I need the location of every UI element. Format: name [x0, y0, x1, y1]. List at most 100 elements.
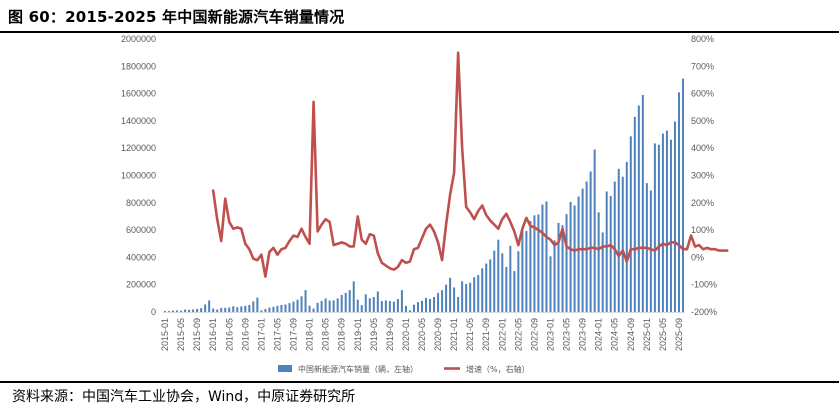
sales-bar: [324, 298, 327, 312]
sales-bar: [621, 176, 624, 312]
sales-bar: [653, 143, 656, 312]
sales-bar: [521, 230, 524, 312]
sales-bar: [400, 290, 403, 312]
sales-bar: [168, 311, 171, 312]
chart: 0 200000 400000 600000 800000 1000000 1200000 1…: [121, 34, 729, 374]
sales-bar: [316, 302, 319, 312]
right-axis-tick-label: 800%: [691, 34, 714, 44]
x-axis-tick-label: 2020-09: [433, 318, 443, 351]
sales-bar: [220, 307, 223, 312]
left-axis-tick-label: 1600000: [121, 89, 156, 99]
sales-bar: [300, 296, 303, 312]
source-divider: [0, 381, 839, 383]
x-axis-tick-label: 2016-09: [240, 318, 250, 351]
right-axis-tick-label: 200%: [691, 198, 714, 208]
sales-bar: [308, 305, 311, 312]
right-axis-tick-label: -100%: [691, 280, 717, 290]
sales-bar: [384, 300, 387, 312]
legend-label-sales: 中国新能源汽车销量（辆，左轴）: [298, 364, 418, 374]
x-axis-tick-label: 2021-01: [449, 318, 459, 351]
x-axis-tick-label: 2018-01: [305, 318, 315, 351]
sales-bar: [352, 281, 355, 312]
left-axis-tick-label: 600000: [126, 225, 156, 235]
x-axis-tick-label: 2016-05: [224, 318, 234, 351]
x-axis-tick-label: 2022-05: [513, 318, 523, 351]
sales-bar: [549, 256, 552, 312]
x-axis-tick-label: 2025-09: [674, 318, 684, 351]
right-axis-tick-label: 400%: [691, 143, 714, 153]
sales-bar: [609, 195, 612, 312]
sales-bar: [605, 191, 608, 312]
sales-bar: [188, 309, 191, 312]
sales-bar: [380, 301, 383, 312]
sales-bar: [557, 222, 560, 312]
sales-bar: [172, 310, 175, 312]
sales-bar: [404, 305, 407, 312]
sales-bar: [268, 307, 271, 312]
sales-bar: [372, 296, 375, 312]
sales-bar: [296, 299, 299, 312]
sales-bar: [525, 231, 528, 312]
x-axis-tick-label: 2020-05: [417, 318, 427, 351]
x-axis-tick-label: 2020-01: [401, 318, 411, 351]
sales-bar: [529, 221, 532, 312]
sales-bar: [661, 133, 664, 312]
figure-title: 图 60：2015-2025 年中国新能源汽车销量情况: [8, 8, 345, 26]
sales-bar: [473, 277, 476, 312]
sales-bar: [641, 94, 644, 313]
sales-bar: [533, 215, 536, 312]
sales-bar: [204, 304, 207, 312]
sales-bar: [489, 259, 492, 312]
sales-bar: [212, 308, 215, 312]
sales-bar: [224, 307, 227, 312]
sales-bar: [509, 245, 512, 312]
sales-bar: [561, 225, 564, 312]
sales-bar: [545, 201, 548, 312]
left-axis-tick-label: 1400000: [121, 116, 156, 126]
x-axis-tick-label: 2017-09: [289, 318, 299, 351]
right-axis-tick-label: -200%: [691, 307, 717, 317]
x-axis-tick-label: 2023-05: [562, 318, 572, 351]
x-axis-tick-label: 2021-05: [465, 318, 475, 351]
sales-bar: [453, 287, 456, 312]
sales-bar: [481, 268, 484, 312]
sales-bar: [657, 144, 660, 312]
right-axis-tick-label: 700%: [691, 61, 714, 71]
x-axis-tick-label: 2024-05: [610, 318, 620, 351]
sales-bar: [196, 308, 199, 312]
sales-bar: [437, 292, 440, 312]
x-axis-tick-label: 2021-09: [481, 318, 491, 351]
sales-bar: [565, 214, 568, 312]
sales-bar: [176, 310, 179, 312]
sales-bar: [669, 139, 672, 312]
x-axis-tick-label: 2015-05: [176, 318, 186, 351]
right-axis-tick-label: 300%: [691, 171, 714, 181]
x-axis-tick-label: 2019-01: [353, 318, 363, 351]
sales-bar: [425, 297, 428, 312]
left-axis-tick-label: 800000: [126, 198, 156, 208]
sales-bar: [577, 196, 580, 312]
sales-bar: [569, 201, 572, 312]
sales-bar: [264, 309, 267, 312]
sales-bar: [617, 168, 620, 312]
sales-bar: [429, 299, 432, 312]
sales-bar: [388, 301, 391, 312]
left-axis-tick-label: 2000000: [121, 34, 156, 44]
left-axis-tick-label: 0: [151, 307, 156, 317]
sales-bar: [164, 311, 167, 312]
sales-bar: [336, 298, 339, 312]
sales-bar: [364, 294, 367, 312]
sales-bar: [465, 284, 468, 312]
sales-bar: [433, 296, 436, 312]
sales-bar: [553, 240, 556, 312]
sales-bar: [240, 306, 243, 312]
x-axis-tick-label: 2018-05: [321, 318, 331, 351]
sales-bar: [461, 281, 464, 312]
x-axis-tick-label: 2019-09: [385, 318, 395, 351]
sales-bar: [272, 306, 275, 312]
left-axis-tick-label: 1800000: [121, 61, 156, 71]
sales-bar: [517, 251, 520, 312]
sales-bar: [541, 204, 544, 312]
sales-bar: [348, 290, 351, 312]
sales-bar: [368, 298, 371, 312]
